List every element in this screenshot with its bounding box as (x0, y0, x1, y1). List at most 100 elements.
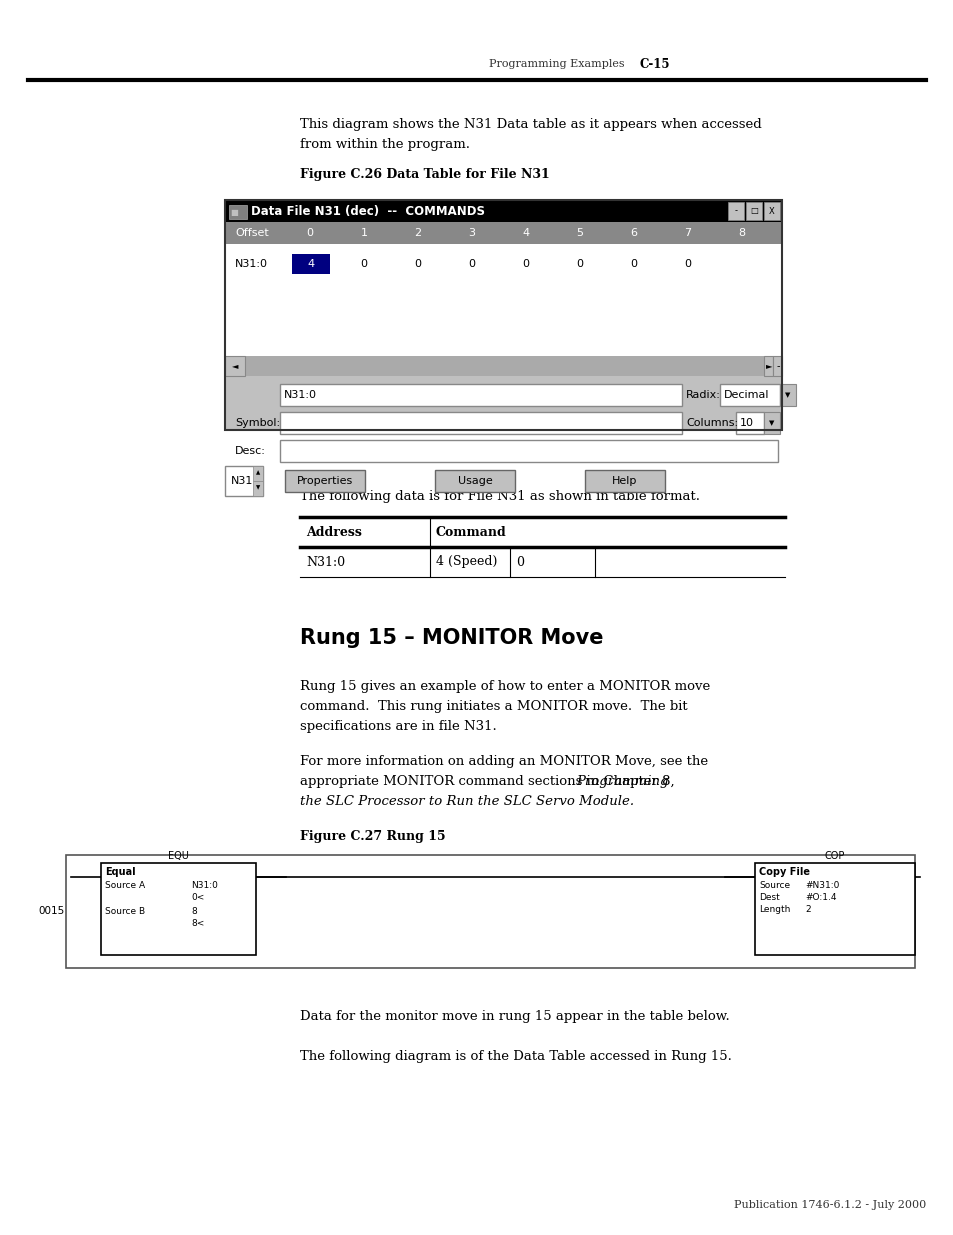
Bar (225, 356, 245, 375)
Text: from within the program.: from within the program. (299, 138, 470, 151)
Text: ▼: ▼ (768, 420, 774, 426)
Bar (225, 466, 263, 496)
Text: The following data is for File N31 as shown in table format.: The following data is for File N31 as sh… (299, 490, 700, 503)
Text: 4 (Speed): 4 (Speed) (436, 556, 497, 568)
Text: The following diagram is of the Data Table accessed in Rung 15.: The following diagram is of the Data Tab… (299, 1050, 731, 1063)
Bar (225, 222, 781, 430)
Text: COP: COP (824, 851, 844, 861)
Text: 0: 0 (414, 259, 421, 269)
Text: 0: 0 (360, 259, 367, 269)
Text: Publication 1746-6.1.2 - July 2000: Publication 1746-6.1.2 - July 2000 (733, 1200, 925, 1210)
Text: X: X (768, 206, 774, 215)
Text: 4: 4 (307, 259, 314, 269)
Bar (285, 471, 365, 492)
Text: For more information on adding an MONITOR Move, see the: For more information on adding an MONITO… (299, 755, 707, 768)
Text: Address: Address (306, 526, 361, 538)
Text: Data File N31 (dec)  --  COMMANDS: Data File N31 (dec) -- COMMANDS (251, 205, 484, 217)
Text: Radix:: Radix: (685, 390, 720, 400)
Text: EQU: EQU (168, 851, 189, 861)
Text: Programming Examples: Programming Examples (489, 59, 624, 69)
Text: 2: 2 (414, 228, 421, 238)
Bar (225, 200, 781, 430)
Text: 8: 8 (738, 228, 745, 238)
Text: #O:1.4: #O:1.4 (804, 893, 836, 902)
Text: 4: 4 (522, 228, 529, 238)
Text: Symbol:: Symbol: (234, 417, 280, 429)
Text: Rung 15 gives an example of how to enter a MONITOR move: Rung 15 gives an example of how to enter… (299, 680, 709, 693)
Bar (763, 356, 772, 375)
Text: 6: 6 (630, 228, 637, 238)
Bar (280, 384, 681, 406)
Text: 10: 10 (740, 417, 753, 429)
Text: Source A: Source A (105, 881, 145, 890)
Text: N31:0: N31:0 (306, 556, 345, 568)
Text: □: □ (749, 206, 757, 215)
Text: ◄: ◄ (232, 362, 238, 370)
Text: 3: 3 (468, 228, 475, 238)
Bar (763, 203, 780, 220)
Text: 5: 5 (576, 228, 583, 238)
Bar (253, 480, 263, 496)
Text: C-15: C-15 (639, 58, 670, 70)
Text: Figure C.27 Rung 15: Figure C.27 Rung 15 (299, 830, 445, 844)
Bar (772, 356, 781, 375)
Text: ▲: ▲ (255, 471, 260, 475)
Text: -: - (734, 206, 737, 215)
Bar (280, 440, 778, 462)
Text: 1: 1 (360, 228, 367, 238)
Text: N31:0: N31:0 (234, 259, 268, 269)
Text: 0: 0 (684, 259, 691, 269)
Bar (245, 356, 763, 375)
Text: Length: Length (759, 905, 789, 914)
Text: This diagram shows the N31 Data table as it appears when accessed: This diagram shows the N31 Data table as… (299, 119, 760, 131)
Text: Figure C.26 Data Table for File N31: Figure C.26 Data Table for File N31 (299, 168, 549, 182)
Text: Desc:: Desc: (234, 446, 266, 456)
Text: Equal: Equal (105, 867, 135, 877)
Text: N31: N31 (231, 475, 253, 487)
Text: Offset: Offset (234, 228, 269, 238)
Bar (720, 384, 780, 406)
Text: 2: 2 (804, 905, 810, 914)
Text: appropriate MONITOR command sections in Chapter 8,: appropriate MONITOR command sections in … (299, 776, 679, 788)
Text: 9: 9 (792, 228, 799, 238)
Text: Programming: Programming (576, 776, 668, 788)
Text: 0015: 0015 (38, 906, 64, 916)
Bar (225, 222, 781, 245)
Text: Help: Help (612, 475, 637, 487)
Bar (584, 471, 664, 492)
Text: #N31:0: #N31:0 (804, 881, 839, 890)
Bar (735, 412, 763, 433)
Text: Usage: Usage (457, 475, 492, 487)
Text: 0: 0 (516, 556, 523, 568)
Bar (66, 855, 914, 968)
Text: ■: ■ (230, 207, 237, 216)
Text: 0<: 0< (191, 893, 204, 902)
Bar (745, 203, 761, 220)
Bar (727, 203, 743, 220)
Text: Command: Command (436, 526, 506, 538)
Bar (229, 205, 247, 219)
Text: Copy File: Copy File (759, 867, 809, 877)
Bar (225, 375, 781, 430)
Text: Decimal: Decimal (723, 390, 769, 400)
Text: 0: 0 (630, 259, 637, 269)
Bar (280, 412, 681, 433)
Bar (292, 254, 330, 274)
Text: 0: 0 (522, 259, 529, 269)
Text: ▼: ▼ (255, 485, 260, 490)
Text: the SLC Processor to Run the SLC Servo Module.: the SLC Processor to Run the SLC Servo M… (299, 795, 634, 808)
Bar (101, 863, 255, 955)
Text: N31:0: N31:0 (284, 390, 316, 400)
Bar (225, 356, 781, 375)
Bar (225, 245, 781, 356)
Text: 0: 0 (468, 259, 475, 269)
Text: 8: 8 (191, 906, 196, 916)
Text: N31:0: N31:0 (191, 881, 217, 890)
Bar (253, 466, 263, 480)
Text: Source: Source (759, 881, 789, 890)
Bar (780, 384, 795, 406)
Text: command.  This rung initiates a MONITOR move.  The bit: command. This rung initiates a MONITOR m… (299, 700, 687, 713)
Text: Rung 15 – MONITOR Move: Rung 15 – MONITOR Move (299, 629, 603, 648)
Text: Data for the monitor move in rung 15 appear in the table below.: Data for the monitor move in rung 15 app… (299, 1010, 729, 1023)
Text: Columns:: Columns: (685, 417, 738, 429)
